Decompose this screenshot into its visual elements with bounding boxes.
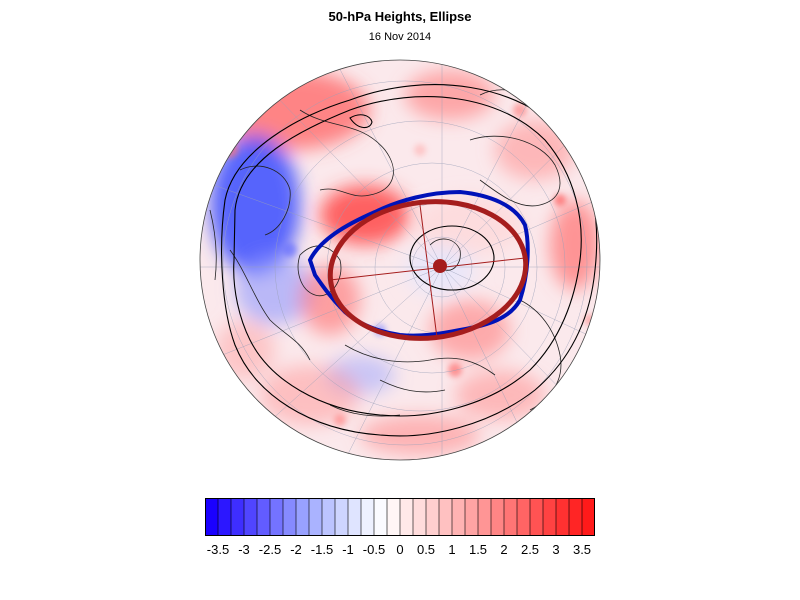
colorbar-tick-label: -3: [238, 542, 250, 557]
colorbar: [205, 498, 595, 536]
colorbar-tick-label: 1: [448, 542, 456, 557]
colorbar-swatch: [295, 498, 310, 536]
colorbar-swatch: [438, 498, 453, 536]
globe-outline: [199, 59, 601, 461]
colorbar-swatch: [581, 498, 595, 536]
colorbar-swatch: [321, 498, 336, 536]
colorbar-tick-labels: -3.5 -3 -2.5 -2 -1.5 -1 -0.5 0 0.5 1 1.5 2 2.5 3 3.5: [205, 542, 595, 560]
colorbar-tick-label: -1.5: [310, 542, 334, 557]
chart-title: 50-hPa Heights, Ellipse: [328, 9, 472, 24]
colorbar-swatch: [243, 498, 258, 536]
ellipse-axes: [329, 204, 526, 339]
colorbar-swatch: [529, 498, 544, 536]
colorbar-tick-label: 2.5: [520, 542, 540, 557]
colorbar-swatch: [399, 498, 414, 536]
colorbar-tick-label: -2: [290, 542, 302, 557]
colorbar-tick-label: 3: [552, 542, 560, 557]
colorbar-tick-label: -0.5: [362, 542, 386, 557]
colorbar-swatch: [373, 498, 388, 536]
colorbar-swatch: [217, 498, 232, 536]
chart-subtitle: 16 Nov 2014: [368, 31, 432, 43]
colorbar-tick-label: -1: [342, 542, 354, 557]
colorbar-tick-label: 3.5: [572, 542, 592, 557]
colorbar-swatch: [490, 498, 505, 536]
colorbar-swatch: [477, 498, 492, 536]
colorbar-swatch: [516, 498, 531, 536]
colorbar-tick-label: 0.5: [416, 542, 436, 557]
colorbar-swatch: [451, 498, 466, 536]
colorbar-swatch: [282, 498, 297, 536]
colorbar-tick-label: -2.5: [258, 542, 282, 557]
colorbar-swatch: [503, 498, 518, 536]
colorbar-swatch: [412, 498, 427, 536]
polar-map: [199, 59, 601, 461]
colorbar-tick-label: 0: [396, 542, 404, 557]
colorbar-swatch: [256, 498, 271, 536]
colorbar-tick-label: -3.5: [206, 542, 230, 557]
colorbar-frame: [205, 498, 595, 536]
colorbar-swatch: [269, 498, 284, 536]
colorbar-swatch: [230, 498, 245, 536]
colorbar-tick-label: 2: [500, 542, 508, 557]
colorbar-swatch: [334, 498, 349, 536]
colorbar-swatch: [425, 498, 440, 536]
height-contours: [221, 84, 598, 437]
colorbar-tick-label: 1.5: [468, 542, 488, 557]
colorbar-swatch: [308, 498, 323, 536]
vortex-centroid: [433, 259, 447, 273]
colorbar-swatch: [386, 498, 401, 536]
colorbar-swatch: [205, 498, 219, 536]
colorbar-swatch: [542, 498, 557, 536]
colorbar-swatch: [555, 498, 570, 536]
colorbar-swatch: [568, 498, 583, 536]
colorbar-swatch: [347, 498, 362, 536]
colorbar-swatch: [360, 498, 375, 536]
colorbar-swatch: [464, 498, 479, 536]
